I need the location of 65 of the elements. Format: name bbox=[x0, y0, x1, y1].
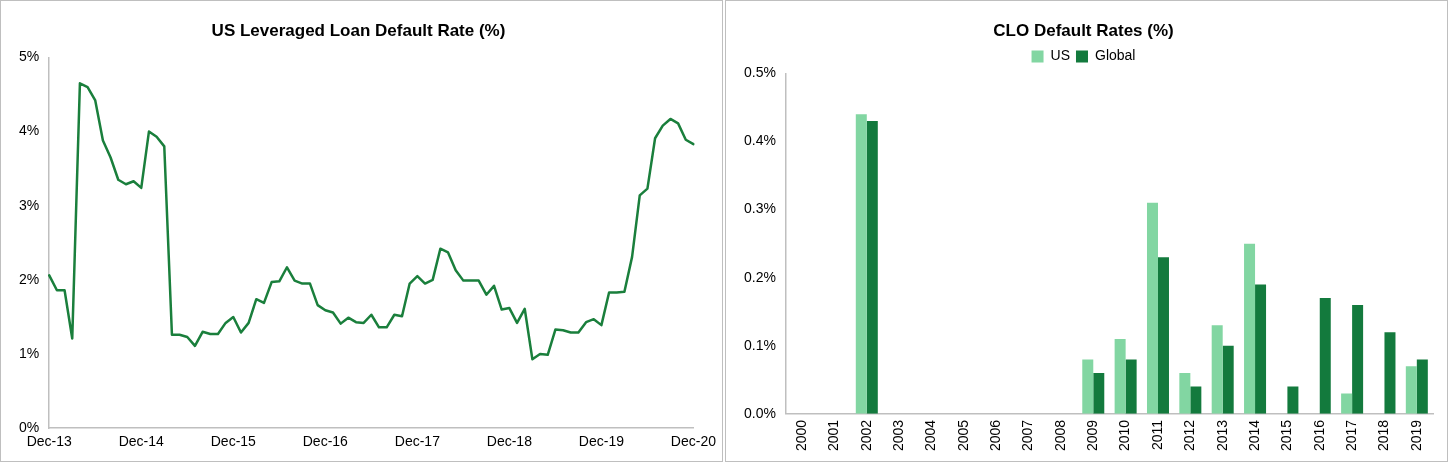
chart-title: CLO Default Rates (%) bbox=[993, 20, 1174, 40]
legend-label: US bbox=[1050, 47, 1070, 64]
x-tick-label: 2003 bbox=[890, 419, 907, 452]
x-tick-label: 2004 bbox=[922, 419, 939, 452]
x-tick-label: 2012 bbox=[1181, 419, 1198, 452]
x-tick-label: Dec-19 bbox=[578, 433, 625, 450]
y-tick-label: 0.4% bbox=[743, 132, 776, 149]
x-tick-label: Dec-18 bbox=[486, 433, 533, 450]
x-tick-label: 2018 bbox=[1375, 419, 1392, 452]
y-tick-label: 5% bbox=[19, 48, 40, 65]
bar bbox=[1244, 243, 1256, 414]
x-tick-label: 2000 bbox=[792, 419, 809, 452]
bar bbox=[1341, 393, 1353, 414]
y-tick-label: 0.3% bbox=[743, 200, 776, 217]
x-tick-label: 2009 bbox=[1084, 419, 1101, 452]
x-tick-label: 2015 bbox=[1278, 419, 1295, 452]
bar bbox=[1222, 345, 1234, 414]
bar bbox=[1082, 359, 1094, 414]
y-tick-label: 1% bbox=[19, 344, 40, 361]
y-tick-label: 0% bbox=[19, 419, 40, 436]
x-tick-label: 2019 bbox=[1407, 419, 1424, 452]
bar bbox=[1179, 373, 1191, 414]
bar bbox=[1190, 386, 1202, 414]
x-tick-label: Dec-16 bbox=[302, 433, 349, 450]
bar bbox=[855, 114, 867, 414]
bar bbox=[1114, 338, 1126, 414]
x-tick-label: 2011 bbox=[1148, 419, 1165, 450]
y-tick-label: 2% bbox=[19, 270, 40, 287]
x-tick-label: 2010 bbox=[1116, 419, 1133, 452]
y-tick-label: 0.2% bbox=[743, 268, 776, 285]
bar bbox=[866, 121, 878, 414]
bar bbox=[1405, 366, 1417, 414]
bar bbox=[1287, 386, 1299, 414]
x-tick-label: 2001 bbox=[825, 419, 842, 452]
x-tick-label: 2008 bbox=[1051, 419, 1068, 452]
x-tick-label: 2005 bbox=[954, 419, 971, 452]
y-tick-label: 0.5% bbox=[743, 64, 776, 81]
x-tick-label: 2002 bbox=[857, 419, 874, 452]
y-tick-label: 0.0% bbox=[743, 404, 776, 421]
bar bbox=[1125, 359, 1137, 414]
x-tick-label: 2007 bbox=[1019, 419, 1036, 452]
x-tick-label: 2016 bbox=[1310, 419, 1327, 452]
y-tick-label: 4% bbox=[19, 122, 40, 139]
x-tick-label: Dec-13 bbox=[26, 433, 73, 450]
bar bbox=[1157, 257, 1169, 414]
bar bbox=[1416, 359, 1428, 414]
y-tick-label: 3% bbox=[19, 196, 40, 213]
x-tick-label: 2013 bbox=[1213, 419, 1230, 452]
x-tick-label: 2014 bbox=[1245, 419, 1262, 452]
bar bbox=[1352, 304, 1364, 414]
chart-title: US Leveraged Loan Default Rate (%) bbox=[211, 20, 506, 40]
bar bbox=[1384, 332, 1396, 414]
y-tick-label: 0.1% bbox=[743, 336, 776, 353]
bar bbox=[1255, 284, 1267, 414]
legend-label: Global bbox=[1094, 47, 1136, 64]
bar bbox=[1146, 202, 1158, 414]
bar bbox=[1093, 373, 1105, 414]
x-tick-label: Dec-15 bbox=[210, 433, 257, 450]
x-tick-label: 2017 bbox=[1342, 419, 1359, 452]
x-tick-label: Dec-17 bbox=[394, 433, 441, 450]
x-tick-label: Dec-14 bbox=[118, 433, 165, 450]
bar bbox=[1319, 298, 1331, 414]
x-tick-label: 2006 bbox=[987, 419, 1004, 452]
x-tick-label: Dec-20 bbox=[670, 433, 717, 450]
bar bbox=[1211, 325, 1223, 414]
